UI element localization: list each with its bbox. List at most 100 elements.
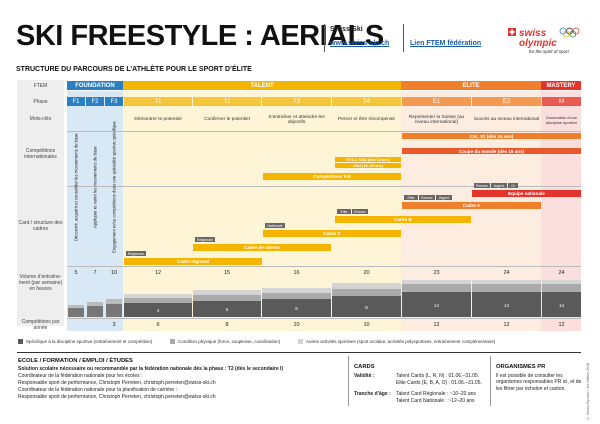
bar-cadre-regional: Cadre régional — [124, 258, 262, 265]
org-name: Swiss-Ski — [330, 26, 363, 33]
volume-e2: 24 — [503, 270, 510, 276]
footer-tranche-1: Talent Card Régionale : ~10–20 ans — [396, 391, 476, 397]
volume-bar-t3 — [262, 299, 331, 317]
volume-sub-t3: 6 — [295, 306, 298, 311]
page-title: SKI FREESTYLE : AERIALS — [16, 20, 384, 52]
footer-divider-2 — [490, 356, 491, 406]
footer-rule — [17, 352, 581, 353]
volume-bar-m-cond — [542, 284, 581, 292]
bar-cm-jo: CM, JO (dès 15 ans) — [402, 133, 581, 139]
legend-specific: Spécifique à la discipline sportive (ent… — [18, 339, 152, 344]
bar-cadre-c: Cadre C — [263, 230, 401, 237]
bar-cadre-a: Cadre A — [402, 202, 541, 209]
volume-bar-t4-autres — [332, 283, 401, 289]
bar-competitions-fis: Compétitions FIS — [263, 173, 401, 180]
copyright-notice: © Swiss Olympic / 1re édition 2018 — [586, 362, 590, 420]
comp-annee-t3: 10 — [293, 322, 300, 328]
volume-bar-f3 — [106, 304, 122, 317]
volume-bar-t1 — [124, 303, 192, 317]
volume-bar-e1-cond — [402, 284, 471, 292]
svg-text:for the spirit of sport: for the spirit of sport — [529, 49, 570, 54]
footer-validite-2: Elite Cards (E, B, A, O) : 01.06.–31.05. — [396, 380, 482, 386]
phase-t2: T2 — [193, 97, 261, 106]
volume-sub-t4: 8 — [365, 305, 368, 310]
volume-t4: 20 — [363, 270, 370, 276]
grid-line — [67, 318, 581, 319]
card-tag-regionale: Régionale — [126, 251, 146, 256]
legend-specific-label: Spécifique à la discipline sportive (ent… — [26, 339, 153, 344]
volume-bar-e2 — [472, 292, 541, 317]
row-label-phase: Phase — [33, 99, 48, 105]
group-foundation: FOUNDATION — [67, 81, 123, 90]
volume-bar-t3-autres — [262, 288, 331, 293]
volume-bar-f3-cond — [106, 299, 122, 304]
volume-f1: 5 — [74, 270, 78, 276]
org-website-link[interactable]: www.swiss-ski.ch — [330, 40, 390, 47]
bar-equipe-nationale: Equipe nationale — [472, 190, 581, 197]
svg-text:swiss: swiss — [519, 28, 547, 39]
group-elite: ELITE — [401, 81, 541, 90]
card-tag-argent-2: Argent — [491, 183, 507, 188]
ftem-link[interactable]: Lien FTEM fédération — [410, 40, 482, 47]
volume-bar-m-autres — [542, 280, 581, 284]
volume-bar-t2-cond — [193, 295, 261, 301]
row-label-ftem: FTEM — [33, 83, 48, 89]
row-label-cadres: Card / structure des cadres — [18, 220, 63, 232]
bar-eocj-cmj: EOCJ, CMJ (dès 14 ans) — [335, 157, 401, 162]
volume-bar-t2-autres — [193, 290, 261, 295]
keyword-t4: Percer et être récompensé — [338, 117, 395, 123]
volume-bar-e1-autres — [402, 280, 471, 284]
legend-swatch — [298, 339, 303, 344]
grid-line — [67, 266, 581, 267]
phase-t3: T3 — [262, 97, 331, 106]
volume-bar-t2 — [193, 301, 261, 317]
phase-e1: E1 — [402, 97, 471, 106]
volume-t2: 15 — [223, 270, 231, 276]
group-mastery: MASTERY — [541, 81, 581, 90]
comp-annee-f3: 3 — [112, 322, 116, 328]
pathway-subtitle: STRUCTURE DU PARCOURS DE L’ATHLÈTE POUR … — [16, 66, 252, 73]
svg-text:olympic: olympic — [519, 38, 557, 49]
volume-m: 24 — [558, 270, 565, 276]
volume-bar-f1-cond — [68, 305, 84, 308]
volume-sub-t1: 4 — [156, 308, 160, 313]
keyword-t1: Démontrer le potentiel — [134, 117, 182, 123]
volume-bar-t1-autres — [124, 294, 192, 298]
footer-org-text: Il est possible de consulter les organis… — [496, 373, 582, 392]
legend-autres-label: Autres activités sportives (sport scolai… — [306, 339, 496, 344]
footer-validite-label: Validité : — [354, 373, 375, 379]
row-label-volume: Volume d’entraîne-ment (par semaine) en … — [18, 274, 63, 292]
volume-f2: 7 — [93, 270, 97, 276]
volume-bar-f2-cond — [87, 302, 103, 306]
comp-annee-t4: 10 — [363, 322, 370, 328]
volume-bar-e2-cond — [472, 284, 541, 292]
bar-cadre-talents: Cadre de talents — [193, 244, 331, 251]
keyword-e2: Succès au niveau international — [473, 117, 540, 123]
volume-bar-m — [542, 292, 581, 317]
swiss-olympic-logo-graphic: swiss olympic for the spirit of sport — [508, 27, 580, 54]
footer-org-title: ORGANISMES PR — [496, 364, 546, 370]
volume-sub-e1: 14 — [433, 303, 440, 308]
keyword-t2: Confirmer le potentiel — [204, 117, 250, 123]
group-talent: TALENT — [123, 81, 401, 90]
row-label-competitions-int: Compétitions internationales — [24, 148, 57, 160]
comp-annee-e1: 12 — [433, 322, 440, 328]
volume-bar-e2-autres — [472, 280, 541, 284]
keyword-m: Domination d’une discipline sportive — [545, 114, 578, 126]
legend-condition: Condition physique (force, souplesse, co… — [170, 339, 280, 344]
volume-bar-t4-cond — [332, 289, 401, 296]
card-tag-nationale: Nationale — [265, 223, 285, 228]
footer-ecole-line1: Solution scolaire nécessaire ou recomman… — [18, 366, 284, 372]
keyword-e1: Représenter la Suisse (au niveau interna… — [408, 114, 465, 126]
volume-t1: 12 — [154, 270, 162, 276]
footer-validite-1: Talent Cards (L, R, N) : 01.06.–31.05. — [396, 373, 480, 379]
comp-annee-e2: 12 — [503, 322, 510, 328]
volume-sub-m: 14 — [558, 303, 565, 308]
phase-t4: T4 — [332, 97, 401, 106]
volume-sub-t2: 5 — [225, 307, 229, 312]
phase-m: M — [542, 97, 581, 106]
grid-line — [67, 131, 581, 132]
phase-f1: F1 — [67, 97, 85, 106]
card-tag-bronze: Bronze — [352, 209, 368, 214]
volume-bar-t3-cond — [262, 293, 331, 299]
